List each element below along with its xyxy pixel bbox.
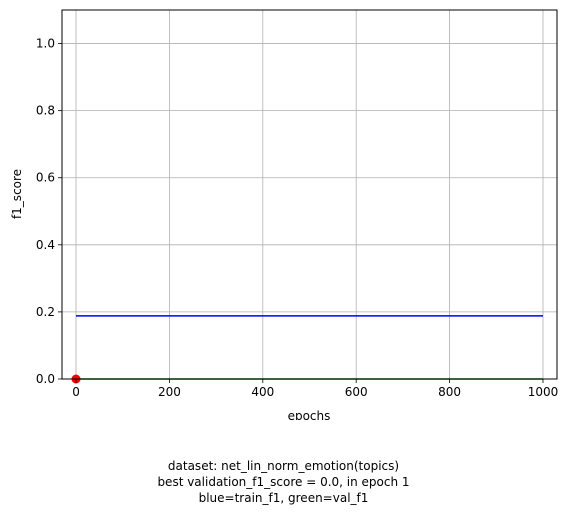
y-tick-label: 1.0 bbox=[36, 37, 55, 51]
caption-best-score: best validation_f1_score = 0.0, in epoch… bbox=[0, 474, 567, 490]
caption-dataset: dataset: net_lin_norm_emotion(topics) bbox=[0, 458, 567, 474]
x-tick-label: 1000 bbox=[528, 385, 559, 399]
y-tick-label: 0.2 bbox=[36, 305, 55, 319]
plot-frame bbox=[62, 10, 557, 379]
x-tick-label: 600 bbox=[345, 385, 368, 399]
x-ticks: 0 200 400 600 800 1000 bbox=[72, 379, 558, 399]
caption: dataset: net_lin_norm_emotion(topics) be… bbox=[0, 458, 567, 506]
y-ticks: 0.0 0.2 0.4 0.6 0.8 1.0 bbox=[36, 37, 62, 386]
x-tick-label: 200 bbox=[158, 385, 181, 399]
x-tick-label: 800 bbox=[438, 385, 461, 399]
y-tick-label: 0.8 bbox=[36, 104, 55, 118]
grid bbox=[62, 10, 557, 379]
x-tick-label: 0 bbox=[72, 385, 80, 399]
y-tick-label: 0.4 bbox=[36, 238, 55, 252]
y-tick-label: 0.0 bbox=[36, 372, 55, 386]
x-axis-label: epochs bbox=[288, 409, 331, 420]
y-tick-label: 0.6 bbox=[36, 171, 55, 185]
x-tick-label: 400 bbox=[251, 385, 274, 399]
series-layer bbox=[76, 316, 543, 379]
chart: 0 200 400 600 800 1000 0.0 0.2 0.4 0.6 0.8 1.0 epo… bbox=[0, 0, 567, 420]
y-axis-label: f1_score bbox=[10, 169, 24, 219]
caption-legend: blue=train_f1, green=val_f1 bbox=[0, 490, 567, 506]
